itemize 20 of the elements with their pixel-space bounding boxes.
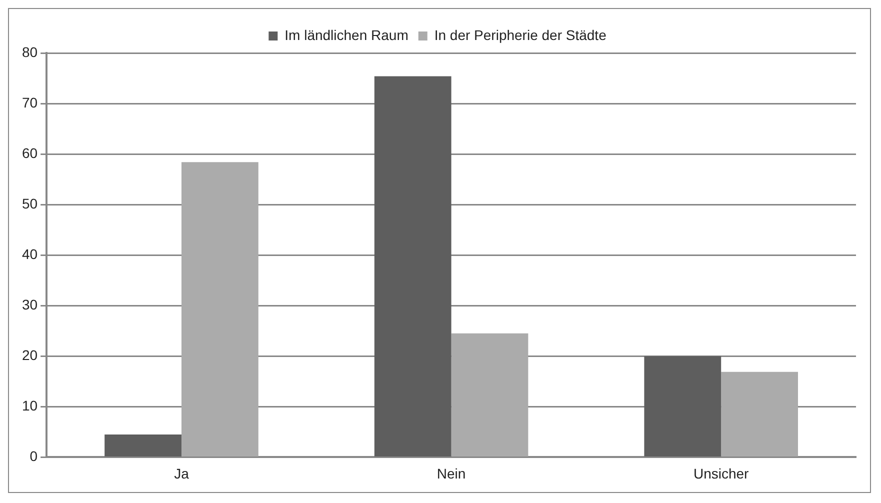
bar <box>374 76 452 456</box>
legend-label: In der Peripherie der Städte <box>434 26 607 43</box>
y-tick-label: 20 <box>22 347 38 364</box>
bar <box>644 356 722 456</box>
y-tick-label: 30 <box>22 296 38 312</box>
y-tick-label: 10 <box>22 398 38 414</box>
bar <box>451 333 528 456</box>
y-tick-label: 50 <box>22 195 38 212</box>
y-tick-label: 40 <box>22 246 38 262</box>
x-tick-label: Ja <box>174 465 190 482</box>
y-tick-label: 0 <box>30 448 38 464</box>
y-tick-label: 80 <box>22 44 38 60</box>
bar <box>104 434 182 456</box>
y-tick-label: 70 <box>22 94 38 110</box>
x-tick-label: Nein <box>436 465 466 482</box>
legend-label: Im ländlichen Raum <box>284 26 408 43</box>
bar <box>181 162 258 456</box>
y-tick-label: 60 <box>22 144 38 161</box>
x-tick-label: Unsicher <box>693 465 750 482</box>
bar <box>721 372 798 456</box>
